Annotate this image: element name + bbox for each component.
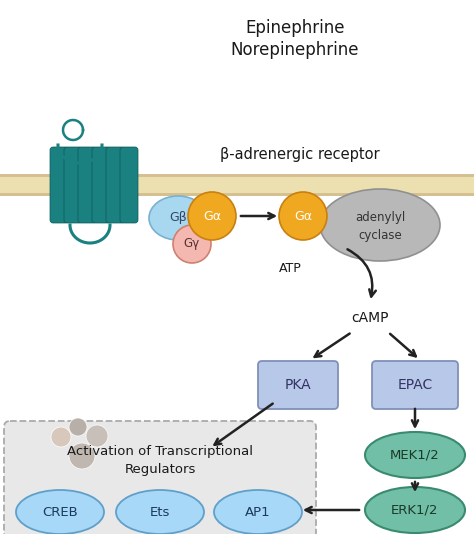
Text: ATP: ATP — [279, 262, 301, 274]
Ellipse shape — [16, 490, 104, 534]
FancyBboxPatch shape — [0, 177, 474, 193]
FancyBboxPatch shape — [372, 361, 458, 409]
Text: Gα: Gα — [294, 209, 312, 223]
Text: EPAC: EPAC — [397, 378, 433, 392]
Circle shape — [86, 425, 108, 447]
FancyBboxPatch shape — [0, 174, 474, 196]
Text: ERK1/2: ERK1/2 — [391, 504, 439, 516]
Text: cAMP: cAMP — [351, 311, 389, 325]
Text: Gγ: Gγ — [184, 238, 200, 250]
Text: Gα: Gα — [203, 209, 221, 223]
Text: Activation of Transcriptional: Activation of Transcriptional — [67, 445, 253, 459]
FancyBboxPatch shape — [4, 421, 316, 534]
Ellipse shape — [149, 196, 207, 240]
Circle shape — [173, 225, 211, 263]
FancyBboxPatch shape — [64, 147, 82, 223]
Text: β-adrenergic receptor: β-adrenergic receptor — [220, 147, 380, 162]
Ellipse shape — [214, 490, 302, 534]
FancyBboxPatch shape — [106, 147, 124, 223]
Circle shape — [51, 427, 71, 447]
Text: PKA: PKA — [285, 378, 311, 392]
Circle shape — [279, 192, 327, 240]
Text: Norepinephrine: Norepinephrine — [231, 41, 359, 59]
Text: MEK1/2: MEK1/2 — [390, 449, 440, 461]
FancyBboxPatch shape — [92, 147, 110, 223]
FancyBboxPatch shape — [120, 147, 138, 223]
Circle shape — [69, 418, 87, 436]
Ellipse shape — [320, 189, 440, 261]
Ellipse shape — [365, 432, 465, 478]
FancyBboxPatch shape — [78, 147, 96, 223]
FancyBboxPatch shape — [258, 361, 338, 409]
Circle shape — [188, 192, 236, 240]
Text: Epinephrine: Epinephrine — [245, 19, 345, 37]
Text: Regulators: Regulators — [124, 462, 196, 475]
Circle shape — [69, 443, 95, 469]
Text: Ets: Ets — [150, 506, 170, 519]
FancyBboxPatch shape — [50, 147, 68, 223]
Text: adenylyl: adenylyl — [355, 211, 405, 224]
Text: cyclase: cyclase — [358, 229, 402, 241]
Text: CREB: CREB — [42, 506, 78, 519]
Text: AP1: AP1 — [245, 506, 271, 519]
Text: Gβ: Gβ — [169, 211, 187, 224]
Ellipse shape — [116, 490, 204, 534]
Ellipse shape — [365, 487, 465, 533]
